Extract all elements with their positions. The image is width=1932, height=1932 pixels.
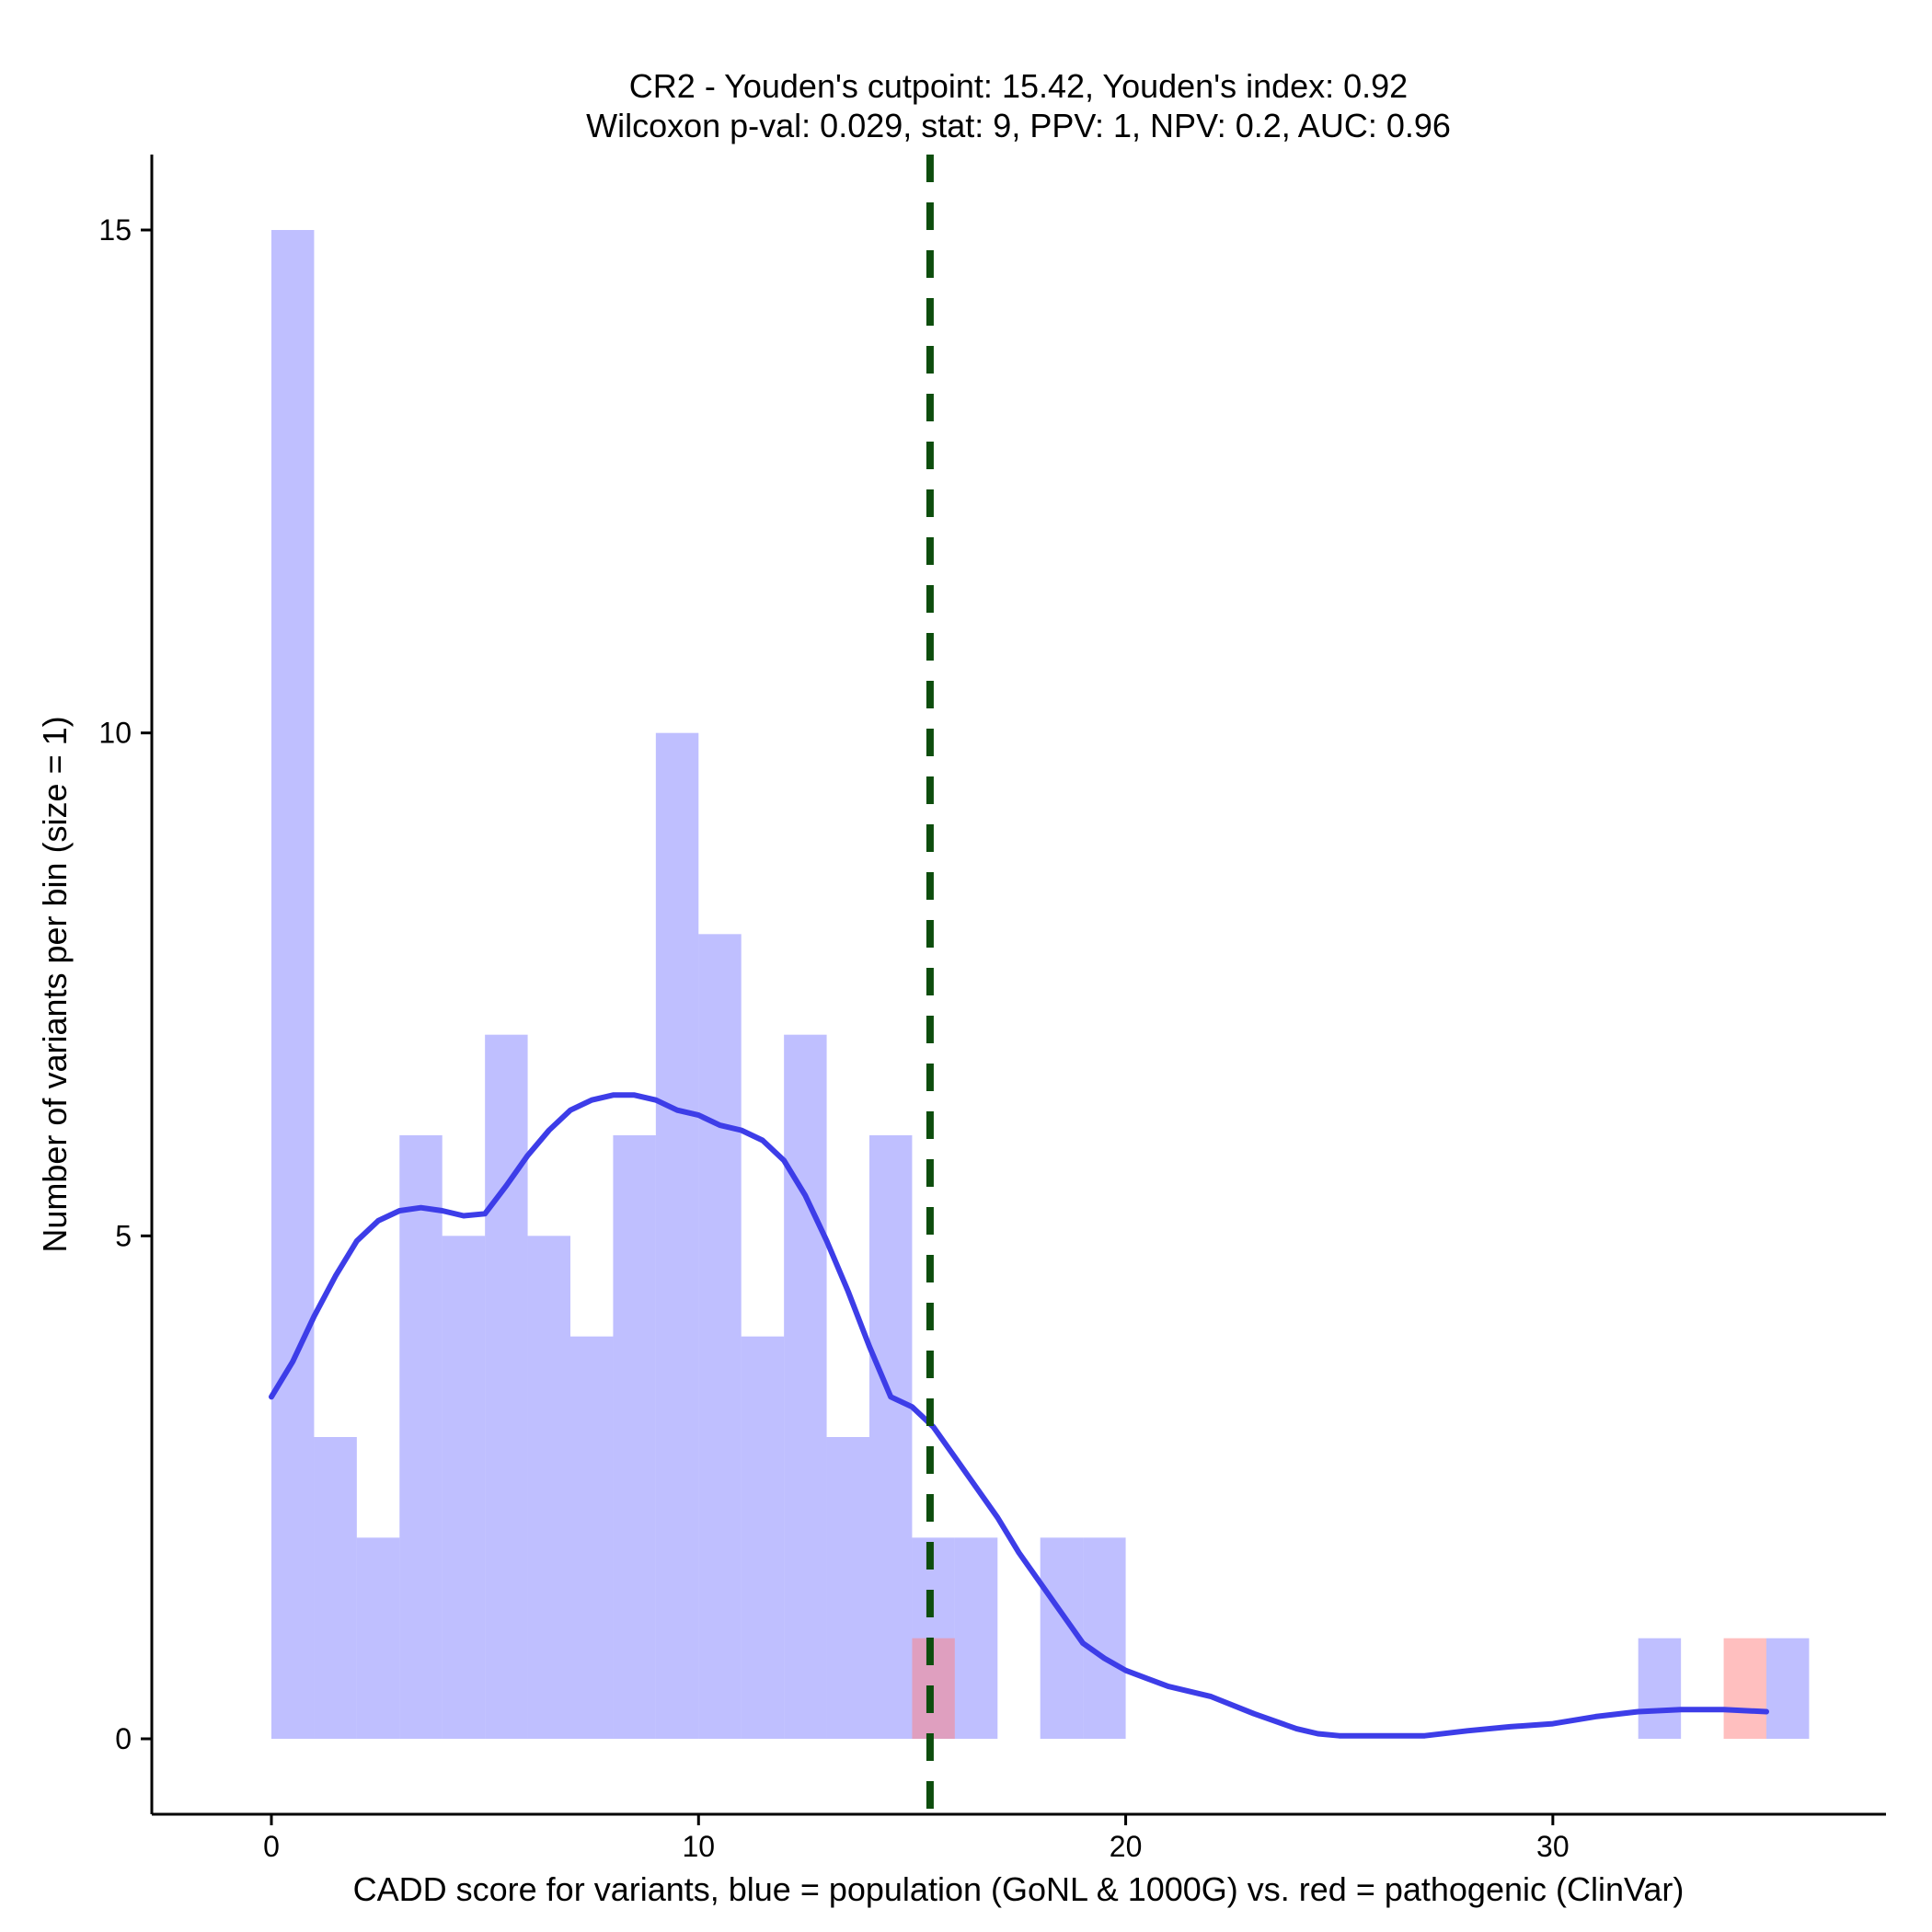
pathogenic-bar <box>1723 1638 1766 1739</box>
y-ticks: 0 5 10 15 <box>98 213 152 1755</box>
population-bar <box>1638 1638 1682 1739</box>
population-bar <box>1083 1537 1126 1739</box>
x-tick-label: 20 <box>1110 1830 1143 1863</box>
density-curve-group <box>269 1092 1769 1739</box>
population-bar <box>314 1437 357 1739</box>
population-bar <box>869 1135 913 1739</box>
population-bar <box>698 934 742 1739</box>
population-bar <box>613 1135 656 1739</box>
population-bar <box>784 1034 827 1739</box>
population-bar <box>826 1437 869 1739</box>
population-bar <box>356 1537 400 1739</box>
histogram-bars <box>271 230 1810 1739</box>
x-tick-label: 0 <box>263 1830 280 1863</box>
x-axis-label: CADD score for variants, blue = populati… <box>353 1870 1685 1908</box>
chart-title-line1: CR2 - Youden's cutpoint: 15.42, Youden's… <box>629 67 1408 105</box>
x-ticks: 0 10 20 30 <box>263 1814 1570 1863</box>
x-tick-label: 10 <box>682 1830 715 1863</box>
population-bar <box>1040 1537 1084 1739</box>
y-axis-label: Number of variants per bin (size = 1) <box>36 716 74 1252</box>
y-tick-label: 0 <box>115 1722 132 1755</box>
population-bar <box>485 1034 528 1739</box>
population-bar <box>399 1135 443 1739</box>
axes <box>150 155 1886 1816</box>
population-bar <box>271 230 315 1739</box>
x-tick-label: 30 <box>1536 1830 1570 1863</box>
population-bar <box>655 732 699 1739</box>
population-bar <box>527 1236 570 1739</box>
chart-title-line2: Wilcoxon p-val: 0.029, stat: 9, PPV: 1, … <box>586 107 1451 144</box>
y-tick-label: 15 <box>98 213 132 247</box>
population-bar <box>1766 1638 1810 1739</box>
population-bar <box>442 1236 486 1739</box>
population-bar <box>741 1336 785 1739</box>
population-bar <box>954 1537 998 1739</box>
y-tick-label: 10 <box>98 717 132 750</box>
y-tick-label: 5 <box>115 1219 132 1252</box>
density-curve <box>269 1092 1769 1739</box>
population-bar <box>570 1336 614 1739</box>
